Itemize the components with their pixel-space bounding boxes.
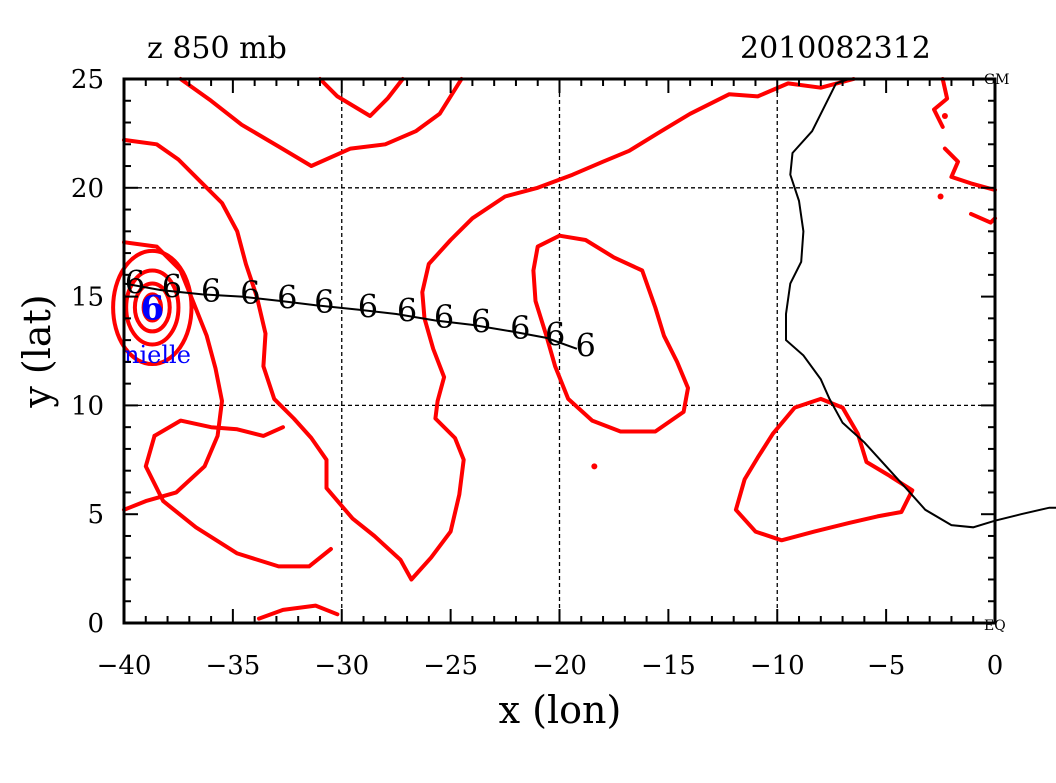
- track-line: [123, 282, 578, 350]
- y-tick-labels: 0 5 10 15 20 25: [71, 65, 104, 639]
- x-tick-label: −5: [867, 651, 905, 681]
- y-tick-label: 20: [71, 174, 104, 204]
- contour-line: [152, 418, 285, 438]
- x-axis-title: x (lon): [499, 688, 622, 732]
- x-tick-label: −20: [532, 651, 587, 681]
- x-tick-label: −30: [314, 651, 369, 681]
- track-symbol: 6: [434, 298, 454, 336]
- contour-line: [942, 146, 997, 192]
- track-symbol: 6: [201, 272, 221, 310]
- storm-center-marker: 6: [111, 248, 194, 367]
- small-contour: [591, 463, 598, 470]
- corner-label-gm: GM: [984, 72, 1010, 88]
- y-axis-title: y (lat): [15, 294, 59, 408]
- track-symbol: 6: [240, 274, 260, 312]
- contour-line: [257, 603, 340, 621]
- y-tick-label: 15: [71, 283, 104, 313]
- y-tick-label: 5: [87, 500, 104, 530]
- coastline-path: [785, 78, 1056, 529]
- track-symbol: 6: [277, 279, 297, 317]
- storm-contour-ring: [141, 292, 164, 323]
- track-symbol: 6: [162, 268, 182, 306]
- track-symbol: 6: [314, 283, 334, 321]
- coastline: [785, 78, 1056, 529]
- x-tick-labels: −40 −35 −30 −25 −20 −15 −10 −5 0: [97, 651, 1004, 681]
- plot-title-left: z 850 mb: [147, 31, 287, 66]
- track-symbol: 6: [545, 316, 565, 354]
- contour-line: [318, 77, 405, 118]
- small-contour: [937, 193, 944, 200]
- storm-contour-ring: [111, 248, 194, 367]
- contour-line: [122, 77, 856, 582]
- x-tick-label: −40: [97, 651, 152, 681]
- contour-line: [143, 433, 333, 569]
- storm-contour-ring: [132, 281, 172, 334]
- contour-line: [178, 77, 464, 168]
- track-symbol: 6: [358, 287, 378, 325]
- contour-line: [932, 77, 950, 129]
- geopotential-contours: [122, 77, 997, 621]
- x-tick-label: −25: [423, 651, 478, 681]
- y-tick-label: 10: [71, 391, 104, 421]
- track-symbol: 6: [471, 303, 491, 341]
- x-tick-label: 0: [987, 651, 1004, 681]
- track-symbol: 6: [125, 263, 145, 301]
- storm-symbol: 6: [140, 288, 164, 328]
- track-symbol: 6: [510, 309, 530, 347]
- x-tick-label: −15: [641, 651, 696, 681]
- x-tick-label: −10: [750, 651, 805, 681]
- graticule-lines: [124, 79, 995, 623]
- x-tick-label: −35: [205, 651, 260, 681]
- track-symbol: 6: [575, 326, 595, 364]
- small-contour: [941, 112, 948, 119]
- plot-title-right: 2010082312: [740, 31, 931, 66]
- contour-line: [531, 233, 690, 434]
- storm-name-label: nielle: [124, 341, 191, 369]
- axis-ticks: [123, 78, 996, 624]
- y-tick-label: 0: [87, 609, 104, 639]
- corner-label-eq: EQ: [984, 618, 1006, 634]
- contour-line: [733, 396, 915, 543]
- storm-contour-ring: [124, 268, 181, 347]
- track-symbol: 6: [397, 292, 417, 330]
- contour-line: [122, 240, 224, 512]
- y-tick-label: 25: [71, 65, 104, 95]
